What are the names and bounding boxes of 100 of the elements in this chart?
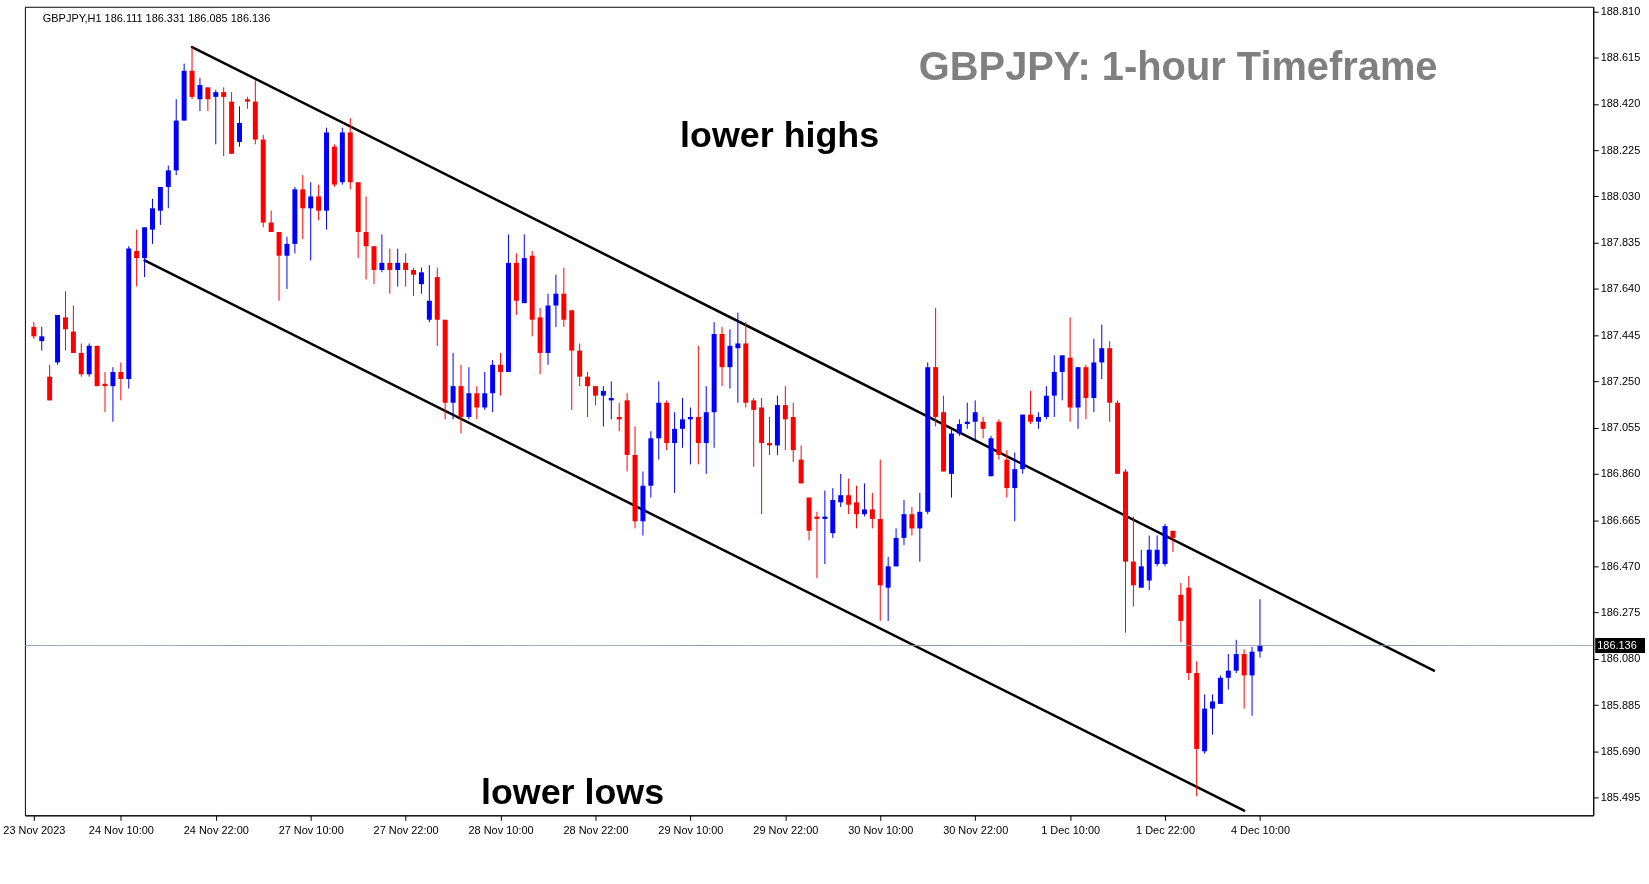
candlestick (1233, 639, 1239, 674)
candlestick (585, 371, 591, 418)
annotation: GBPJPY,H1 186.111 186.331 186.085 186.136 (42, 11, 271, 24)
candlestick (276, 231, 282, 302)
candlestick (316, 184, 322, 221)
x-tick-label: 29 Nov 10:00 (658, 823, 724, 836)
y-tick-label: 185.885 (1600, 698, 1641, 711)
candlestick (403, 252, 409, 288)
candlestick (395, 248, 401, 288)
candlestick (917, 492, 923, 563)
candlestick (411, 267, 417, 297)
candlestick (237, 105, 242, 148)
candlestick (150, 198, 155, 245)
candlestick (1028, 390, 1034, 425)
candlestick (221, 86, 227, 157)
candlestick (197, 77, 203, 112)
x-tick-label: 1 Dec 10:00 (1041, 823, 1101, 836)
candlestick (110, 366, 116, 423)
candlestick (165, 165, 171, 209)
y-tick-label: 187.055 (1600, 421, 1641, 434)
y-tick-label: 186.470 (1600, 559, 1641, 572)
y-tick-label: 188.030 (1600, 189, 1641, 202)
candlestick (284, 236, 290, 290)
y-tick-label: 188.420 (1600, 97, 1641, 110)
candlestick (672, 411, 678, 494)
x-tick-label: 27 Nov 22:00 (373, 823, 439, 836)
x-tick-label: 29 Nov 22:00 (753, 823, 819, 836)
x-tick-label: 24 Nov 10:00 (88, 823, 154, 836)
candlestick (600, 385, 606, 427)
candlestick (1210, 693, 1215, 736)
candlestick (846, 478, 852, 515)
candlestick (466, 366, 472, 420)
candlestick (418, 267, 424, 295)
y-tick-label: 187.640 (1600, 282, 1641, 295)
y-tick-label: 186.080 (1600, 652, 1641, 665)
candlestick (1154, 535, 1160, 567)
candlestick (782, 385, 788, 451)
candlestick (1012, 452, 1018, 522)
x-tick-label: 24 Nov 22:00 (183, 823, 249, 836)
text: GBPJPY: 1-hour Timeframe (918, 44, 1438, 89)
candlestick (213, 89, 219, 145)
candlestick (735, 312, 741, 404)
candlestick (1043, 385, 1049, 420)
candlestick (869, 492, 875, 529)
candlestick (387, 248, 393, 295)
candlestick (426, 264, 432, 323)
candlestick (1138, 549, 1144, 589)
candlestick (70, 305, 76, 354)
candlestick (727, 328, 733, 390)
y-tick-label: 186.860 (1600, 467, 1641, 480)
candlestick (300, 174, 306, 240)
candlestick (78, 342, 84, 378)
candlestick (854, 485, 860, 529)
candlestick (118, 361, 124, 401)
x-tick-label: 28 Nov 22:00 (563, 823, 629, 836)
y-tick-label: 185.495 (1600, 791, 1641, 804)
x-tick-label: 30 Nov 22:00 (943, 823, 1009, 836)
x-tick-label: 28 Nov 10:00 (468, 823, 534, 836)
y-tick-label: 187.250 (1600, 374, 1641, 387)
x-tick-label: 27 Nov 10:00 (278, 823, 344, 836)
candlestick (205, 86, 211, 112)
y-tick-label: 186.275 (1600, 606, 1641, 619)
y-tick-label: 187.835 (1600, 236, 1641, 249)
candlestick (157, 186, 163, 226)
candlestick (751, 397, 757, 468)
candlestick (482, 371, 488, 411)
candlestick (371, 245, 377, 285)
candlestick (134, 229, 140, 288)
candlestick (474, 385, 480, 420)
candlestick (1051, 354, 1057, 418)
y-tick-label: 187.445 (1600, 328, 1641, 341)
candlestick (1241, 648, 1247, 710)
x-tick-label: 1 Dec 22:00 (1136, 823, 1196, 836)
candlestick (498, 352, 504, 397)
candlestick (39, 326, 45, 352)
candlestick (1249, 646, 1255, 717)
ref-line-label: 186.136 (1597, 638, 1637, 651)
candlestick (680, 397, 685, 449)
y-tick-label: 188.810 (1600, 4, 1641, 17)
y-tick-label: 188.225 (1600, 143, 1641, 156)
annotation: lower lows (480, 772, 665, 813)
candlestick (838, 473, 844, 508)
x-tick-label: 23 Nov 2023 (3, 823, 66, 836)
y-tick-label: 188.615 (1600, 51, 1641, 64)
y-tick-label: 186.665 (1600, 513, 1641, 526)
candlestick (798, 444, 804, 484)
candlestick (909, 506, 915, 537)
candlestick (308, 181, 314, 261)
candlestick (1099, 323, 1105, 380)
candlestick (450, 352, 456, 420)
candlestick (47, 364, 53, 401)
candlestick (592, 385, 598, 406)
candlestick (980, 416, 986, 439)
candlestick (1059, 354, 1065, 401)
candlestick (1130, 516, 1136, 608)
candlestick (553, 274, 559, 328)
candlestick (861, 482, 867, 518)
candlestick (363, 195, 369, 280)
candlestick (885, 556, 891, 622)
y-tick-label: 185.690 (1600, 744, 1641, 757)
